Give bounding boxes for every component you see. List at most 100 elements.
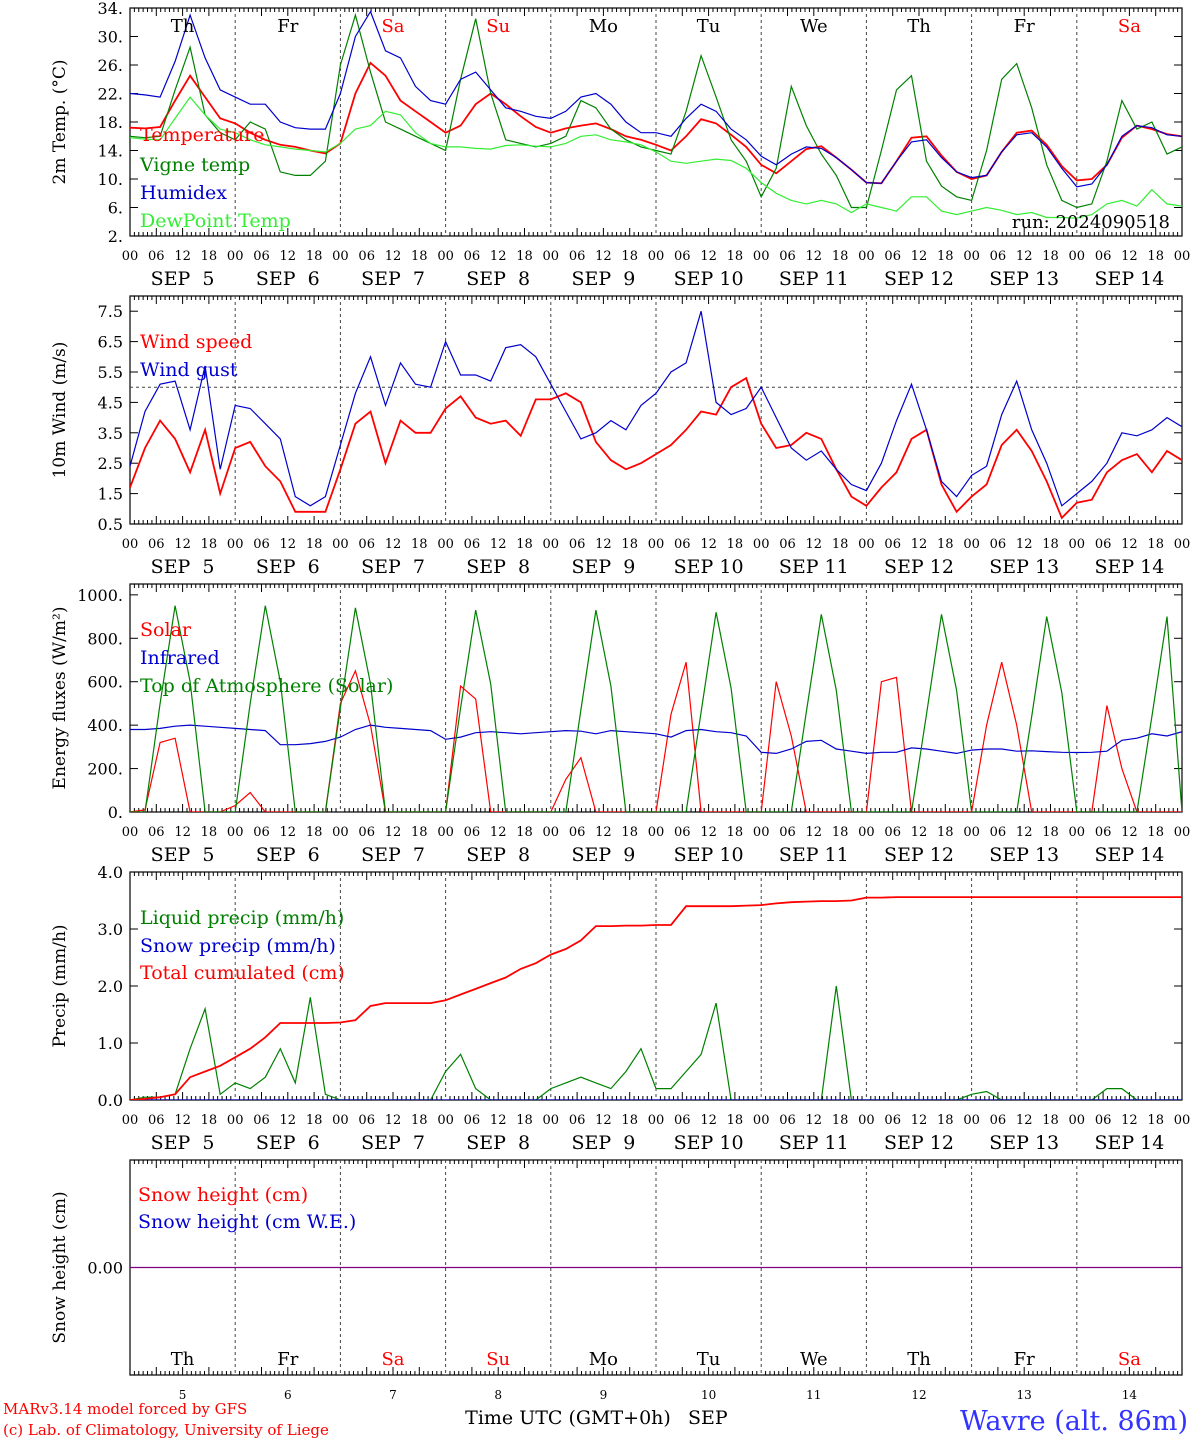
hour-tick-label: 18 <box>1147 1113 1164 1128</box>
legend-entry: DewPoint Temp <box>140 210 291 232</box>
hour-tick-label: 06 <box>990 1113 1007 1128</box>
hour-tick-label: 00 <box>227 1113 244 1128</box>
credit-model: MARv3.14 model forced by GFS <box>3 1400 247 1418</box>
hour-tick-label: 18 <box>937 825 954 840</box>
day-label: Su <box>486 16 510 37</box>
y-tick-label: 1000. <box>77 586 123 605</box>
hour-tick-label: 00 <box>648 249 665 264</box>
hour-tick-label: 12 <box>490 249 507 264</box>
y-tick-label: 3.0 <box>98 920 123 939</box>
hour-tick-label: 06 <box>990 249 1007 264</box>
hour-tick-label: 12 <box>385 825 402 840</box>
hour-tick-label: 12 <box>700 825 717 840</box>
hour-tick-label: 00 <box>648 825 665 840</box>
hour-tick-label: 18 <box>1147 249 1164 264</box>
hour-tick-label: 18 <box>1042 537 1059 552</box>
x-axis-month: SEP <box>688 1407 728 1429</box>
date-label: SEP 5 <box>151 844 215 866</box>
hour-tick-label: 12 <box>1016 825 1033 840</box>
hour-tick-label: 12 <box>174 537 191 552</box>
day-number: 9 <box>600 1388 608 1402</box>
series-line-2 <box>130 12 1182 209</box>
hour-tick-label: 00 <box>1174 249 1191 264</box>
day-label: Tu <box>697 1349 721 1370</box>
hour-tick-label: 18 <box>516 825 533 840</box>
legend-entry: Temperature <box>140 124 264 146</box>
date-label: SEP 8 <box>466 844 530 866</box>
hour-tick-label: 00 <box>753 537 770 552</box>
hour-tick-label: 12 <box>490 537 507 552</box>
hour-tick-label: 18 <box>621 537 638 552</box>
date-label: SEP 11 <box>779 268 849 290</box>
hour-tick-label: 18 <box>832 249 849 264</box>
day-label: Mo <box>589 1349 618 1370</box>
hour-tick-label: 06 <box>148 825 165 840</box>
hour-tick-label: 12 <box>280 825 297 840</box>
hour-tick-label: 12 <box>174 249 191 264</box>
hour-tick-label: 06 <box>674 825 691 840</box>
hour-tick-label: 12 <box>385 249 402 264</box>
date-label: SEP 7 <box>361 844 425 866</box>
day-label: Su <box>486 1349 510 1370</box>
station-name: Wavre (alt. 86m) <box>960 1406 1188 1437</box>
y-tick-label: 4.0 <box>98 863 123 882</box>
hour-tick-label: 12 <box>280 1113 297 1128</box>
hour-tick-label: 06 <box>253 825 270 840</box>
hour-tick-label: 06 <box>148 249 165 264</box>
date-label: SEP 9 <box>571 844 635 866</box>
series-line-2 <box>130 311 1182 507</box>
hour-tick-label: 06 <box>779 537 796 552</box>
hour-tick-label: 00 <box>1174 1113 1191 1128</box>
hour-tick-label: 18 <box>1042 825 1059 840</box>
hour-tick-label: 06 <box>1095 249 1112 264</box>
hour-tick-label: 00 <box>963 537 980 552</box>
date-label: SEP 9 <box>571 268 635 290</box>
panel-3: 1000. 800. 600. 400. 200. 0. Energy fluxes (W/… <box>50 583 1190 866</box>
hour-tick-label: 00 <box>227 537 244 552</box>
day-number: 5 <box>179 1388 187 1402</box>
hour-tick-label: 00 <box>1069 1113 1086 1128</box>
hour-tick-label: 18 <box>306 249 323 264</box>
y-axis-label: 10m Wind (m/s) <box>50 342 70 479</box>
day-label: We <box>800 16 828 37</box>
hour-tick-label: 18 <box>516 249 533 264</box>
y-axis-label: Snow height (cm) <box>50 1191 70 1343</box>
panel-1: 34. 30. 26. 22. 18. 14. 10. 6. 2. 2m Temp. (°C) Te… <box>50 0 1190 290</box>
hour-tick-label: 06 <box>1095 1113 1112 1128</box>
date-label: SEP 13 <box>989 1132 1059 1154</box>
hour-tick-label: 12 <box>806 537 823 552</box>
day-label: Fr <box>277 1349 298 1370</box>
y-tick-label: 200. <box>87 760 123 779</box>
day-label: Th <box>907 1349 931 1370</box>
day-number: 11 <box>806 1388 821 1402</box>
y-tick-label: 1.5 <box>98 485 123 504</box>
hour-tick-label: 12 <box>174 1113 191 1128</box>
series-line-4 <box>130 96 1182 219</box>
hour-tick-label: 12 <box>700 1113 717 1128</box>
legend-entry: Wind speed <box>140 331 252 353</box>
hour-tick-label: 06 <box>253 249 270 264</box>
hour-tick-label: 12 <box>595 825 612 840</box>
day-label: Sa <box>381 1349 404 1370</box>
hour-tick-label: 18 <box>832 825 849 840</box>
y-tick-label: 30. <box>98 28 123 47</box>
day-number: 6 <box>284 1388 292 1402</box>
date-label: SEP 5 <box>151 268 215 290</box>
date-label: SEP 8 <box>466 556 530 578</box>
hour-tick-label: 00 <box>648 537 665 552</box>
hour-tick-label: 00 <box>437 1113 454 1128</box>
hour-tick-label: 00 <box>543 537 560 552</box>
hour-tick-label: 00 <box>858 249 875 264</box>
hour-tick-label: 12 <box>1121 537 1138 552</box>
hour-tick-label: 12 <box>700 537 717 552</box>
date-label: SEP 7 <box>361 268 425 290</box>
date-label: SEP 14 <box>1094 844 1164 866</box>
hour-tick-label: 00 <box>858 537 875 552</box>
hour-tick-label: 00 <box>963 1113 980 1128</box>
hour-tick-label: 06 <box>1095 537 1112 552</box>
series-line-1 <box>130 662 1182 812</box>
y-tick-label: 5.5 <box>98 363 123 382</box>
hour-tick-label: 12 <box>385 537 402 552</box>
day-number: 10 <box>701 1388 716 1402</box>
y-tick-label: 0.5 <box>98 515 123 534</box>
